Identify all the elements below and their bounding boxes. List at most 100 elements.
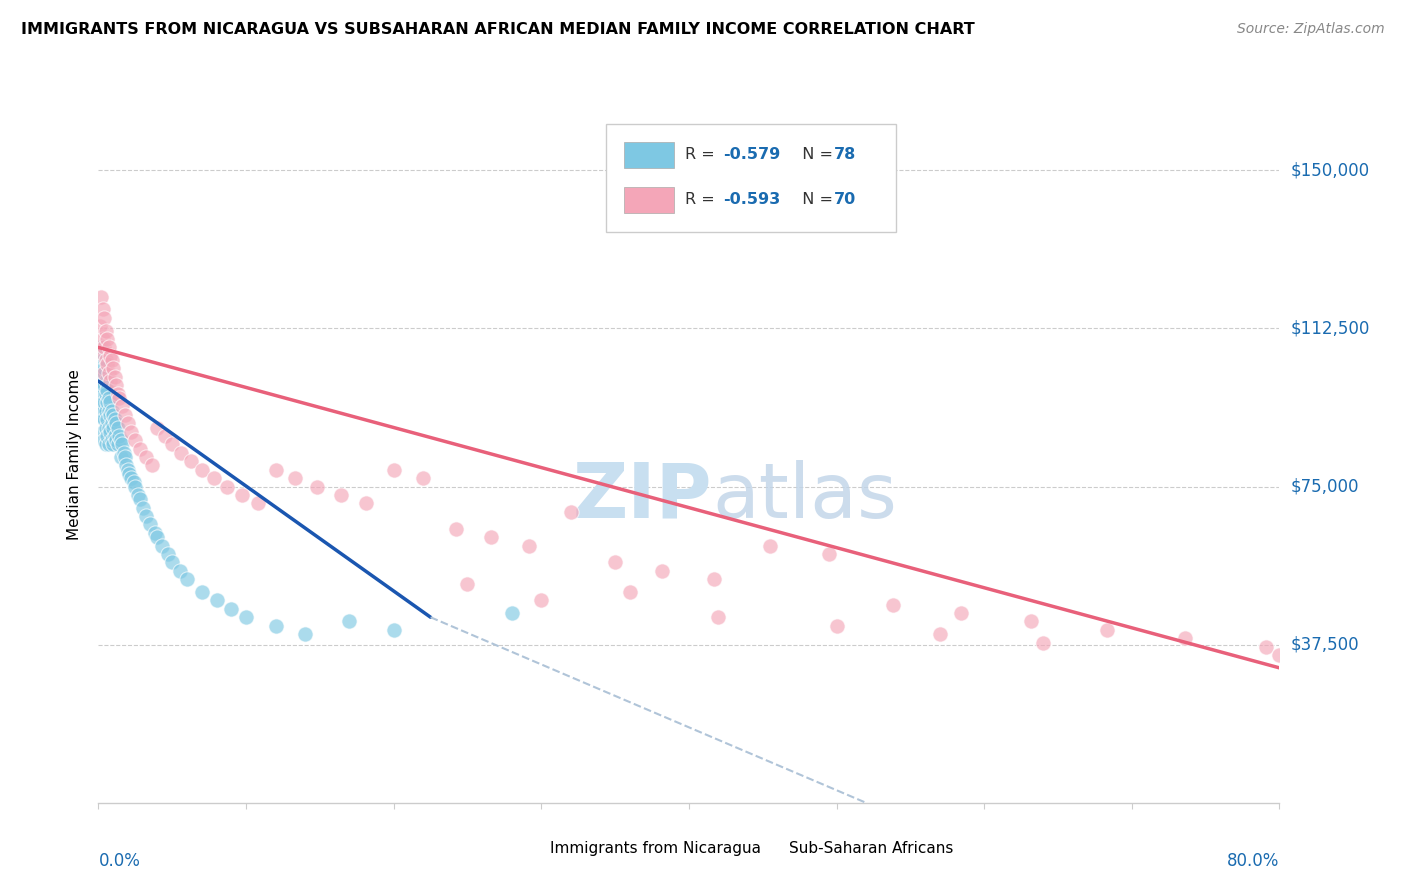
Point [651,564,673,578]
Point [619,585,641,599]
Point [93,395,115,409]
Text: N =: N = [792,192,838,207]
Point [96,383,118,397]
Point [91,302,114,317]
Point [120,471,142,485]
Point [94,374,117,388]
Point [294,627,316,641]
Point [112,446,135,460]
Point [111,400,134,414]
Point [108,391,131,405]
Point [707,610,730,624]
Point [94,324,117,338]
Point [93,366,115,380]
Point [501,606,523,620]
Point [124,433,146,447]
Point [90,361,112,376]
Point [90,290,112,304]
Text: -0.579: -0.579 [723,147,780,161]
Point [456,576,478,591]
Point [90,340,112,354]
Point [825,618,848,632]
Text: R =: R = [685,147,720,161]
Point [89,408,111,422]
Point [135,509,157,524]
Point [100,353,122,368]
Point [759,539,782,553]
Point [118,467,141,481]
Point [703,572,725,586]
Point [103,408,125,422]
Point [97,403,120,417]
Point [97,391,120,405]
Point [231,488,253,502]
Point [107,420,129,434]
Point [162,437,183,451]
Point [337,615,360,629]
Point [98,425,121,439]
Point [235,610,257,624]
Point [882,598,904,612]
Text: -0.593: -0.593 [723,192,780,207]
Point [191,463,214,477]
Point [100,417,122,431]
Point [103,361,125,376]
Point [97,420,120,434]
Text: Immigrants from Nicaragua: Immigrants from Nicaragua [550,841,761,856]
Point [93,378,115,392]
Point [169,564,191,578]
Point [110,433,132,447]
Point [98,408,121,422]
Point [94,420,117,434]
Point [329,488,352,502]
Point [382,463,405,477]
FancyBboxPatch shape [624,142,673,168]
Point [96,332,118,346]
Point [117,417,139,431]
Point [127,488,149,502]
Point [128,442,150,456]
Point [100,403,122,417]
Point [89,386,111,401]
Point [264,463,287,477]
Point [479,530,502,544]
Point [91,332,114,346]
Y-axis label: Median Family Income: Median Family Income [67,369,83,541]
Point [94,403,117,417]
Point [98,395,121,409]
Point [215,479,238,493]
Point [264,618,287,632]
Text: ZIP: ZIP [574,459,713,533]
Text: $150,000: $150,000 [1291,161,1369,179]
Point [605,556,627,570]
Point [103,437,125,451]
Point [170,446,193,460]
Point [382,623,405,637]
Point [115,458,138,473]
Point [91,403,114,417]
Point [96,357,118,371]
Point [519,539,541,553]
FancyBboxPatch shape [606,124,896,232]
Point [135,450,157,464]
Point [162,556,183,570]
Point [180,454,202,468]
Point [104,429,127,443]
Point [150,539,173,553]
Point [94,386,117,401]
Text: Sub-Saharan Africans: Sub-Saharan Africans [789,841,953,856]
Point [176,572,198,586]
Point [105,433,128,447]
Point [146,530,169,544]
Point [94,353,117,368]
Point [1021,615,1043,629]
FancyBboxPatch shape [744,838,783,860]
Text: $37,500: $37,500 [1291,636,1360,654]
Point [105,417,128,431]
Point [114,450,136,464]
Point [949,606,972,620]
Point [90,400,112,414]
FancyBboxPatch shape [503,838,544,860]
Point [120,425,142,439]
Point [354,496,377,510]
